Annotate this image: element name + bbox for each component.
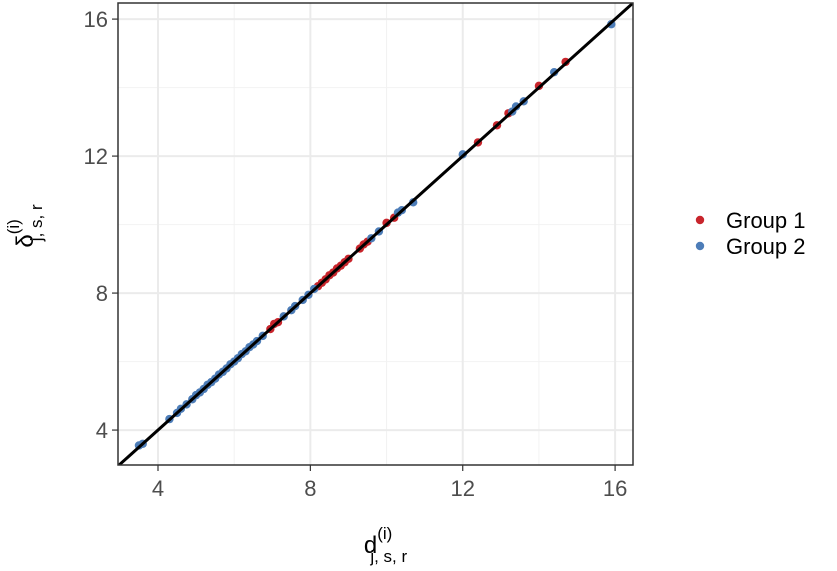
legend-swatch: [695, 215, 705, 225]
x-axis-label-base: d: [364, 532, 377, 559]
x-tick-label: 8: [304, 476, 316, 501]
y-axis-label-sub: j, s, r: [27, 204, 46, 242]
x-axis-label-sub: j, s, r: [369, 547, 407, 566]
y-tick-label: 4: [96, 418, 108, 443]
x-tick-label: 16: [603, 476, 627, 501]
x-tick-label: 12: [450, 476, 474, 501]
y-tick-label: 16: [84, 7, 108, 32]
legend-label: Group 1: [726, 208, 806, 233]
y-tick-label: 12: [84, 144, 108, 169]
y-axis-label-base: δ: [12, 234, 39, 247]
panel-border: [117, 2, 634, 466]
legend-label: Group 2: [726, 234, 806, 259]
legend-swatch: [695, 241, 705, 251]
x-tick-label: 4: [152, 476, 164, 501]
x-axis-label-sup: (i): [377, 524, 392, 543]
y-axis-label: δ(i) j, s, r: [4, 204, 46, 248]
y-axis-label-sup: (i): [4, 219, 23, 234]
plot-area: [118, 3, 633, 465]
y-tick-label: 8: [96, 281, 108, 306]
x-axis-label: d(i) j, s, r: [364, 524, 408, 566]
identity-line: [118, 3, 633, 465]
